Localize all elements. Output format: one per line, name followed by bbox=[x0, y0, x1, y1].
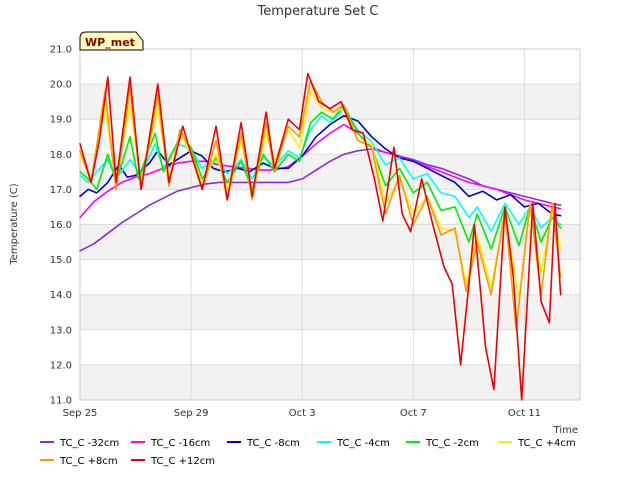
legend-item: TC_C -8cm bbox=[227, 438, 300, 449]
y-tick-label: 16.0 bbox=[50, 220, 72, 231]
y-tick-labels: 11.0 12.0 13.0 14.0 15.0 16.0 17.0 18.0 19.0 20.0… bbox=[50, 45, 72, 407]
legend: TC_C -32cm TC_C -16cm TC_C -8cm TC_C -4cm TC… bbox=[40, 438, 576, 467]
legend-label: TC_C +12cm bbox=[150, 456, 215, 467]
series-line bbox=[79, 72, 562, 401]
plot-band bbox=[80, 224, 580, 260]
x-tick-labels: Sep 25 Sep 29 Oct 3 Oct 7 Oct 11 bbox=[63, 408, 541, 419]
y-tick-label: 12.0 bbox=[50, 360, 72, 371]
chart-title: Temperature Set C bbox=[256, 4, 378, 19]
legend-label: TC_C -4cm bbox=[336, 438, 390, 449]
y-tick-label: 11.0 bbox=[50, 396, 72, 407]
legend-label: TC_C +4cm bbox=[517, 438, 576, 449]
legend-label: TC_C -8cm bbox=[246, 438, 300, 449]
plot-band bbox=[80, 364, 580, 400]
legend-item: TC_C -2cm bbox=[406, 438, 479, 449]
y-tick-label: 17.0 bbox=[50, 185, 72, 196]
x-axis-title: Time bbox=[553, 425, 578, 436]
plot-band bbox=[80, 84, 580, 120]
x-tick-label: Sep 29 bbox=[174, 408, 209, 419]
badge-label: WP_met bbox=[85, 36, 135, 49]
series-layer bbox=[79, 72, 562, 401]
series-line bbox=[79, 123, 562, 219]
legend-item: TC_C +4cm bbox=[498, 438, 576, 449]
legend-item: TC_C -4cm bbox=[317, 438, 390, 449]
legend-label: TC_C -32cm bbox=[59, 438, 119, 449]
x-tick-label: Oct 7 bbox=[400, 408, 427, 419]
plot-band bbox=[80, 294, 580, 330]
legend-label: TC_C -16cm bbox=[150, 438, 210, 449]
legend-item: TC_C -32cm bbox=[40, 438, 119, 449]
plot-band bbox=[80, 329, 580, 365]
y-tick-label: 13.0 bbox=[50, 325, 72, 336]
y-tick-label: 15.0 bbox=[50, 255, 72, 266]
y-tick-label: 21.0 bbox=[50, 45, 72, 56]
plot-band bbox=[80, 49, 580, 85]
plot-frame bbox=[79, 48, 581, 401]
y-tick-label: 18.0 bbox=[50, 150, 72, 161]
series-line bbox=[79, 107, 562, 233]
legend-item: TC_C -16cm bbox=[131, 438, 210, 449]
y-axis-title: Temperature (C) bbox=[9, 183, 20, 265]
y-tick-label: 19.0 bbox=[50, 115, 72, 126]
x-tick-label: Oct 11 bbox=[508, 408, 541, 419]
plot-band bbox=[80, 259, 580, 295]
legend-item: TC_C +12cm bbox=[131, 456, 215, 467]
x-tick-label: Oct 3 bbox=[289, 408, 316, 419]
x-tick-label: Sep 25 bbox=[63, 408, 98, 419]
legend-item: TC_C +8cm bbox=[40, 456, 118, 467]
legend-label: TC_C +8cm bbox=[59, 456, 118, 467]
y-tick-label: 20.0 bbox=[50, 80, 72, 91]
legend-label: TC_C -2cm bbox=[425, 438, 479, 449]
wp-met-badge: WP_met bbox=[79, 31, 144, 51]
y-tick-label: 14.0 bbox=[50, 290, 72, 301]
